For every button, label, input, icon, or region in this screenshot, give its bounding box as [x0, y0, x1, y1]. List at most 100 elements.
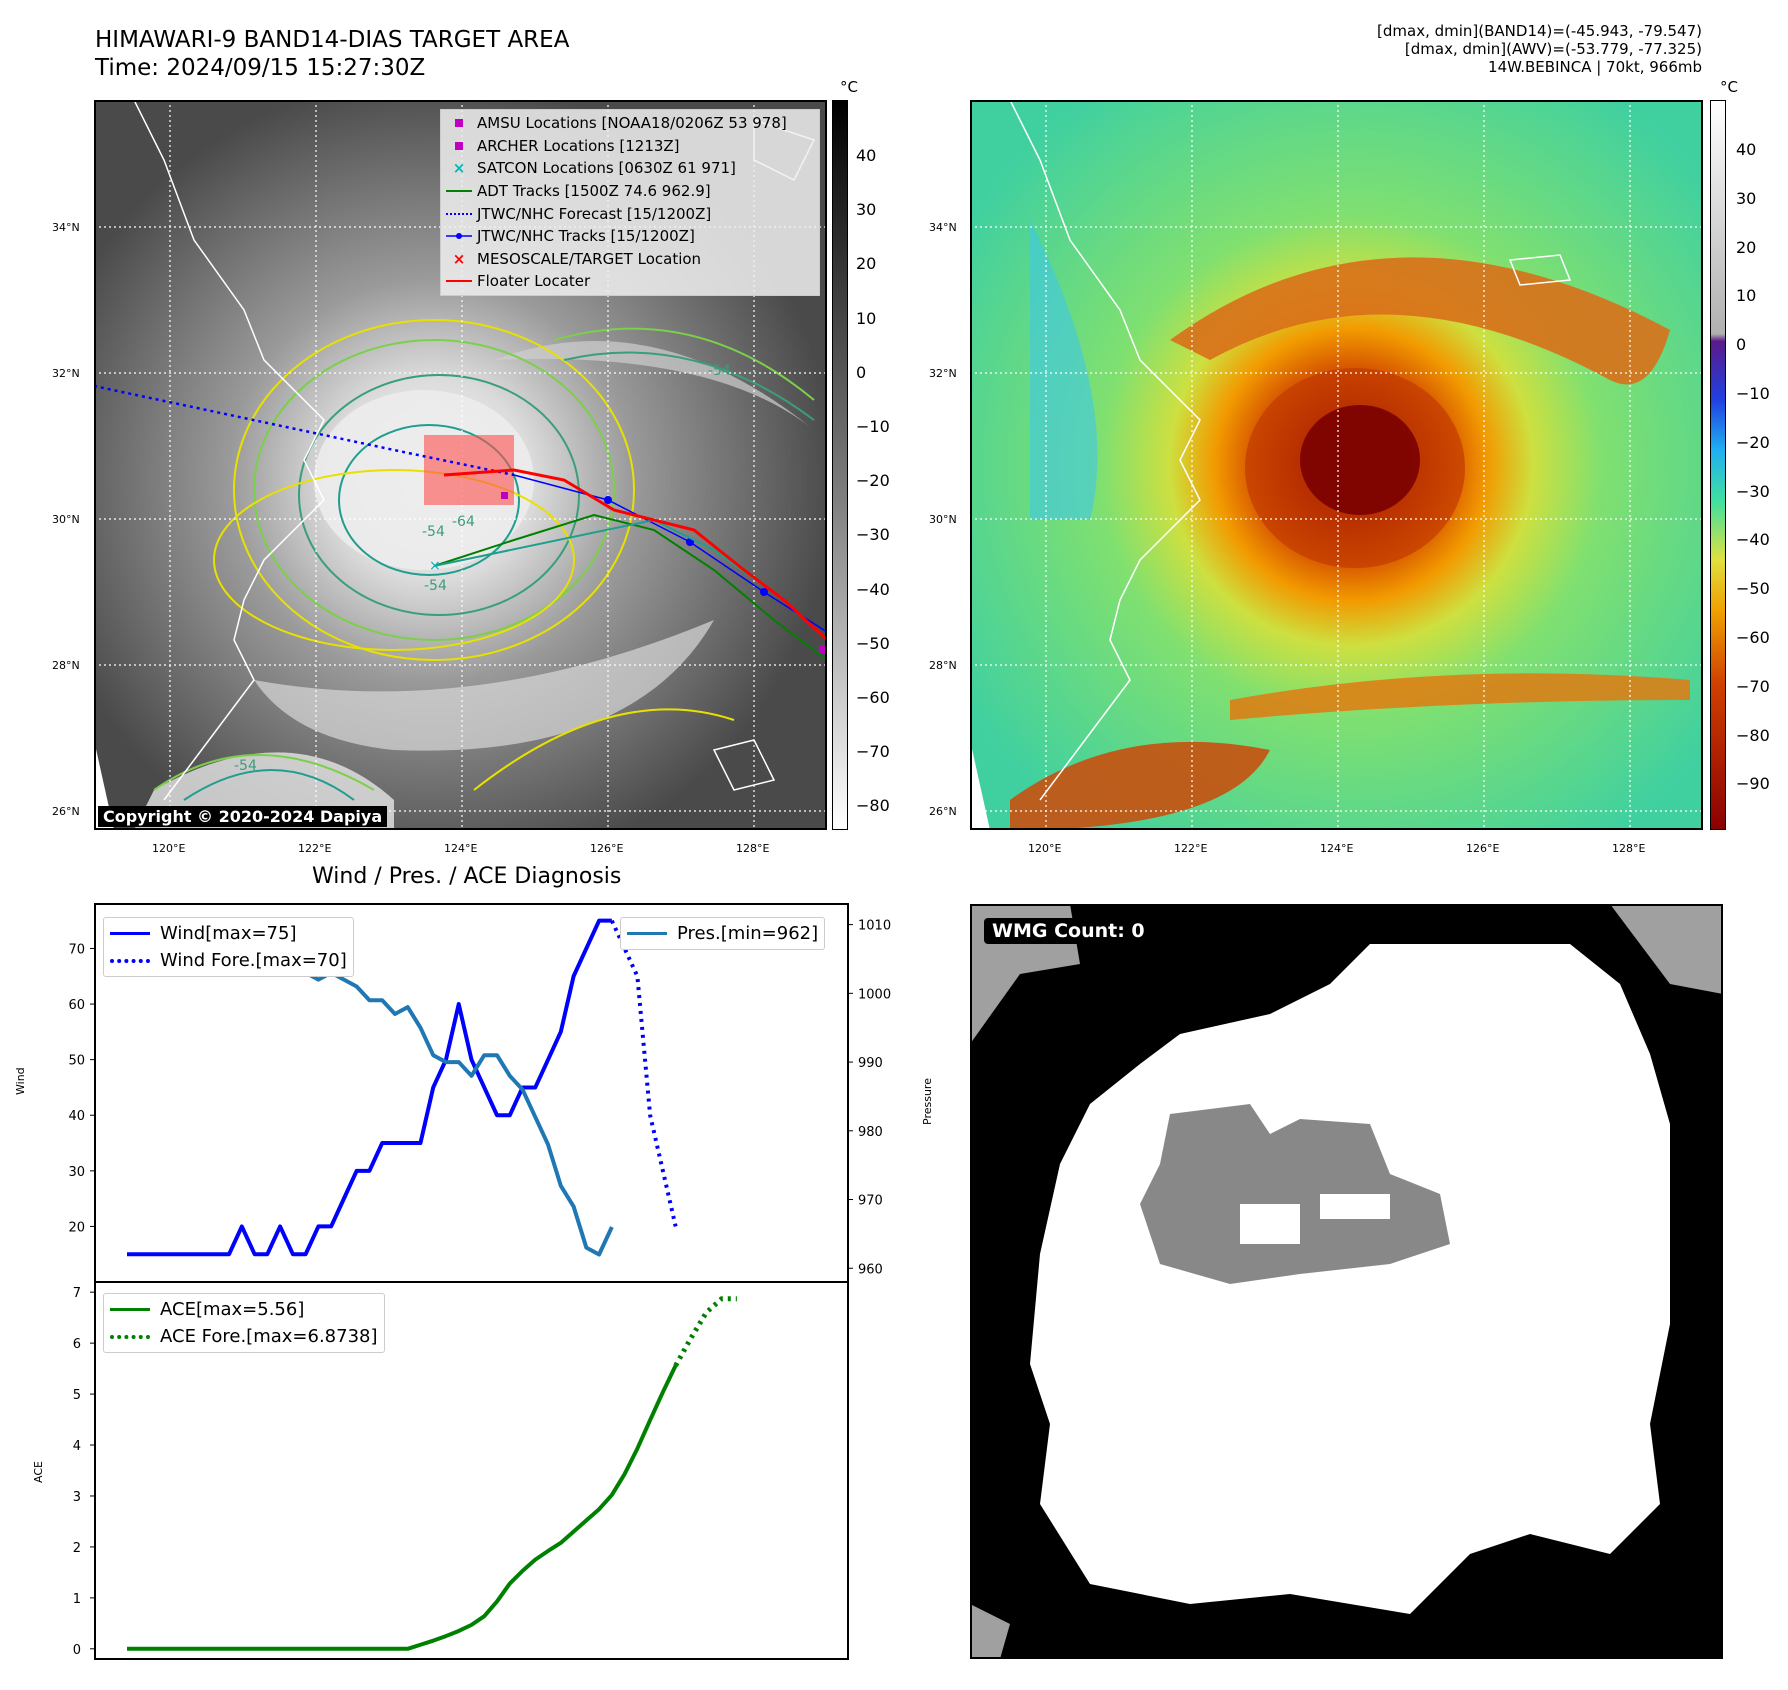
dotted-line-icon	[110, 1334, 150, 1339]
colorbar-tick-label: −10	[856, 417, 890, 436]
svg-text:×: ×	[429, 558, 441, 574]
colorbar-tick-label: −30	[1736, 481, 1770, 501]
title-line-2: Time: 2024/09/15 15:27:30Z	[95, 55, 426, 81]
lat-label: 26°N	[929, 805, 957, 818]
color-ir-map-svg	[972, 102, 1701, 828]
contour-label: -54	[424, 578, 447, 594]
info-awv: [dmax, dmin](AWV)=(-53.779, -77.325)	[1404, 40, 1702, 58]
colorbar-tick-label: −20	[1736, 432, 1770, 452]
ace-legend: ACE[max=5.56] ACE Fore.[max=6.8738]	[103, 1293, 385, 1353]
contour-label: -54	[422, 524, 445, 540]
wmg-mask-svg	[972, 906, 1721, 1657]
colorbar-tick-label: −10	[1736, 384, 1770, 403]
colorbar-tick-label: 0	[1736, 335, 1747, 355]
colorbar-tick-label: −60	[1736, 628, 1770, 647]
colorbar-tick-label: −80	[856, 796, 890, 816]
colorbar-tick-label: 40	[1736, 140, 1757, 159]
colorbar-tick-label: −50	[1736, 579, 1770, 599]
ace-tick-label: 4	[73, 1439, 81, 1454]
chart-title: HIMAWARI-9 BAND14-DIAS TARGET AREA Time:…	[95, 26, 569, 82]
wmg-count-badge: WMG Count: 0	[984, 918, 1153, 944]
ace-line	[127, 1364, 678, 1651]
colorbar-tick-label: 10	[1736, 286, 1757, 306]
lat-label: 32°N	[52, 367, 80, 380]
legend-item-satcon: × SATCON Locations [0630Z 61 971]	[441, 157, 819, 180]
x-marker-icon: ×	[452, 249, 466, 268]
colorbar-tick-label: 40	[856, 146, 877, 165]
lon-label: 128°E	[1612, 842, 1646, 855]
dot-line-icon	[441, 232, 477, 240]
wind-tick-label: 50	[68, 1054, 85, 1069]
colorbar-tick-label: 0	[856, 362, 867, 382]
legend-item-jtwc-tracks: JTWC/NHC Tracks [15/1200Z]	[441, 225, 819, 248]
ace-ylabel: ACE	[32, 1461, 45, 1483]
dotted-line-icon	[441, 212, 477, 215]
colorbar-tick-label: 20	[856, 254, 877, 274]
lat-label: 30°N	[929, 513, 957, 526]
legend-item-ace-fore: ACE Fore.[max=6.8738]	[110, 1323, 378, 1350]
colorbar-tick-label: −40	[856, 579, 890, 599]
lon-label: 124°E	[1320, 842, 1354, 855]
pressure-legend: Pres.[min=962]	[620, 917, 826, 950]
info-storm: 14W.BEBINCA | 70kt, 966mb	[1488, 58, 1702, 76]
ace-tick-label: 7	[73, 1286, 81, 1301]
wind-legend: Wind[max=75] Wind Fore.[max=70]	[103, 917, 354, 977]
ace-tick-label: 3	[73, 1490, 81, 1505]
color-ir-map-panel	[970, 100, 1703, 830]
square-marker-icon	[441, 141, 477, 150]
lon-label: 122°E	[298, 842, 332, 855]
dotted-line-icon	[110, 958, 150, 963]
legend-item-amsu: AMSU Locations [NOAA18/0206Z 53 978]	[441, 112, 819, 135]
lon-label: 120°E	[1028, 842, 1062, 855]
copyright-badge: Copyright © 2020-2024 Dapiya	[98, 806, 388, 827]
legend-item-wind: Wind[max=75]	[110, 920, 347, 947]
map-legend: AMSU Locations [NOAA18/0206Z 53 978] ARC…	[440, 109, 820, 296]
colorbar-tick-label: −60	[856, 688, 890, 707]
wmg-panel: WMG Count: 0	[970, 904, 1723, 1659]
legend-item-archer: ARCHER Locations [1213Z]	[441, 135, 819, 158]
colorbar-tick-label: −80	[1736, 725, 1770, 745]
contour-label: -54	[234, 758, 257, 774]
pressure-tick-label: 980	[858, 1125, 883, 1140]
legend-item-ace: ACE[max=5.56]	[110, 1296, 378, 1323]
info-band14: [dmax, dmin](BAND14)=(-45.943, -79.547)	[1377, 22, 1702, 40]
pressure-tick-label: 1010	[858, 919, 891, 934]
wind-tick-label: 60	[68, 998, 85, 1013]
colorbar-unit: °C	[840, 78, 858, 96]
lon-label: 120°E	[152, 842, 186, 855]
colorbar-tick-label: −70	[1736, 676, 1770, 696]
lat-label: 28°N	[929, 659, 957, 672]
lon-label: 126°E	[590, 842, 624, 855]
ace-forecast-line	[673, 1296, 737, 1367]
line-marker-icon	[441, 190, 477, 193]
legend-item-mesoscale: × MESOSCALE/TARGET Location	[441, 248, 819, 271]
ace-tick-label: 2	[73, 1541, 81, 1556]
legend-item-jtwc-forecast: JTWC/NHC Forecast [15/1200Z]	[441, 202, 819, 225]
colorbar-tick-label: −50	[856, 633, 890, 653]
lat-label: 34°N	[929, 221, 957, 234]
lat-label: 28°N	[52, 659, 80, 672]
wind-forecast-line	[610, 919, 678, 1227]
storm-info: [dmax, dmin](BAND14)=(-45.943, -79.547) …	[1102, 22, 1702, 76]
lon-label: 122°E	[1174, 842, 1208, 855]
wind-ylabel: Wind	[14, 1067, 27, 1095]
lat-label: 30°N	[52, 513, 80, 526]
lon-label: 128°E	[736, 842, 770, 855]
ace-tick-label: 5	[73, 1388, 81, 1403]
colorbar-tick-label: 20	[1736, 237, 1757, 257]
contour-label: -54	[708, 363, 731, 379]
pressure-tick-label: 960	[858, 1262, 883, 1277]
colorbar-tick-label: 10	[856, 308, 877, 328]
colorbar-tick-label: −20	[856, 471, 890, 491]
colorbar-tick-label: −30	[856, 525, 890, 545]
line-marker-icon	[441, 280, 477, 283]
legend-item-floater: Floater Locater	[441, 270, 819, 293]
legend-item-wind-fore: Wind Fore.[max=70]	[110, 947, 347, 974]
x-marker-icon: ×	[452, 159, 466, 178]
lon-label: 126°E	[1466, 842, 1500, 855]
colorbar-tick-label: 30	[856, 200, 877, 220]
colorbar-tick-label: −90	[1736, 774, 1770, 794]
solid-line-icon	[110, 1308, 150, 1311]
pressure-tick-label: 990	[858, 1056, 883, 1071]
lat-label: 32°N	[929, 367, 957, 380]
